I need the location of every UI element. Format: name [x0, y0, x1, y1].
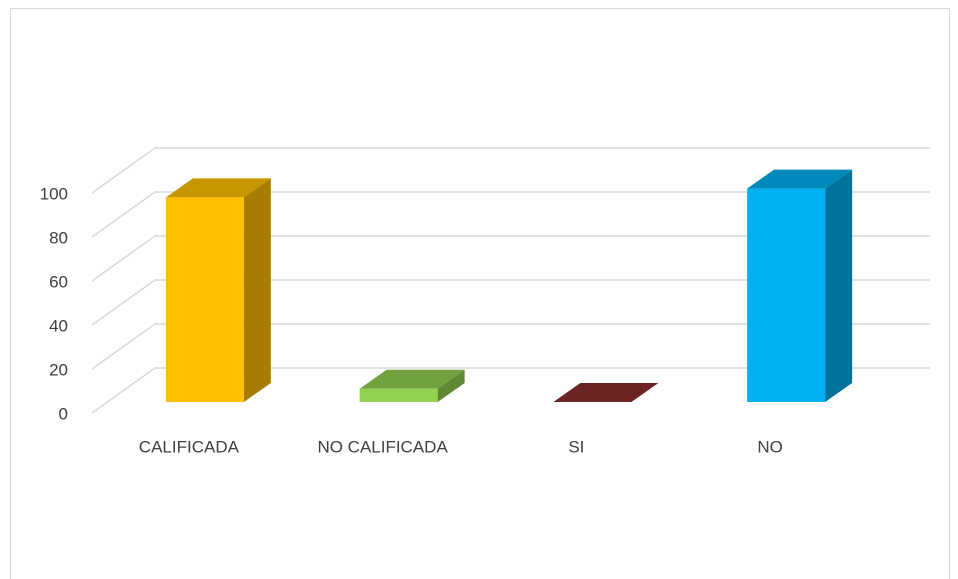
bar-top: [553, 383, 659, 402]
grid-line: [91, 323, 930, 370]
grid-line: [91, 191, 930, 238]
bar: [747, 169, 853, 402]
bar-top: [165, 178, 271, 198]
x-tick-label: SI: [568, 437, 584, 456]
bar-front: [165, 197, 244, 402]
y-tick-label: 60: [49, 272, 68, 291]
bar: [553, 383, 659, 402]
x-tick-label: NO: [757, 437, 783, 456]
grid-line: [91, 235, 930, 282]
grid-line: [91, 279, 930, 326]
bar-top: [359, 369, 465, 389]
grid-line: [91, 367, 930, 414]
bar-front: [747, 188, 826, 402]
y-tick-label: 100: [40, 184, 68, 203]
x-tick-label: CALIFICADA: [139, 437, 240, 456]
y-tick-label: 80: [49, 228, 68, 247]
bar-top: [747, 169, 853, 189]
bar-side: [243, 178, 271, 402]
x-tick-label: NO CALIFICADA: [317, 437, 448, 456]
bar-side: [437, 369, 465, 402]
bar: [359, 369, 465, 402]
grid-line: [91, 147, 930, 194]
bar-side: [825, 169, 853, 402]
y-tick-label: 40: [49, 316, 68, 335]
bar-front: [359, 388, 438, 402]
y-tick-label: 20: [49, 360, 68, 379]
y-tick-label: 0: [59, 404, 68, 423]
bar: [165, 178, 271, 402]
